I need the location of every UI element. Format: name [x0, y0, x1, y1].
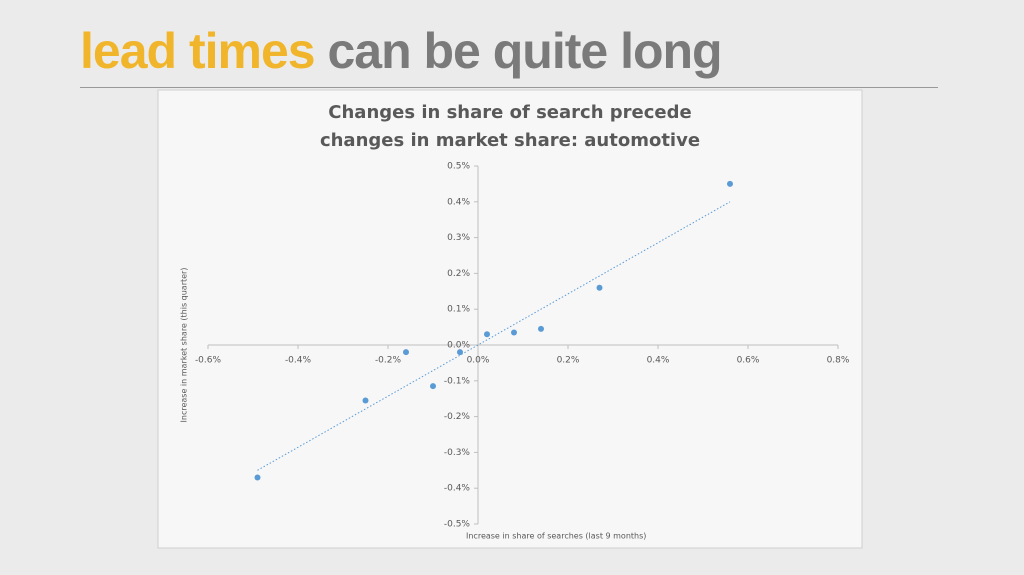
y-tick-label: -0.5%	[444, 520, 471, 530]
x-tick-label: 0.0%	[467, 356, 490, 366]
chart-title: changes in market share: automotive	[320, 130, 700, 151]
y-tick-label: 0.3%	[447, 233, 470, 243]
y-tick-label: 0.5%	[447, 162, 470, 172]
title-highlight: lead times	[80, 23, 316, 79]
y-tick-label: -0.4%	[444, 484, 471, 494]
x-tick-label: 0.2%	[557, 356, 580, 366]
y-tick-label: 0.1%	[447, 305, 470, 315]
point	[403, 349, 409, 356]
trendline	[257, 201, 731, 471]
y-tick-label: -0.2%	[444, 412, 471, 422]
title-rule	[80, 87, 938, 88]
x-tick-label: -0.2%	[375, 356, 402, 366]
chart-title: Changes in share of search precede	[328, 102, 691, 123]
y-tick-label: -0.3%	[444, 448, 471, 458]
y-tick-label: 0.0%	[447, 341, 470, 351]
point	[430, 383, 436, 390]
x-tick-label: -0.6%	[195, 356, 222, 366]
point	[538, 325, 544, 332]
x-tick-label: 0.6%	[737, 356, 760, 366]
point	[457, 349, 463, 356]
title-rest: can be quite long	[327, 23, 722, 79]
point	[484, 331, 490, 338]
y-tick-label: 0.4%	[447, 197, 470, 207]
slide-title: lead times can be quite long	[80, 22, 723, 80]
x-tick-label: 0.8%	[827, 356, 850, 366]
y-tick-label: 0.2%	[447, 269, 470, 279]
point	[511, 329, 517, 336]
point	[362, 397, 369, 404]
point	[254, 474, 261, 481]
x-axis-label: Increase in share of searches (last 9 mo…	[466, 532, 646, 541]
point	[596, 284, 603, 291]
x-tick-label: 0.4%	[647, 356, 670, 366]
y-tick-label: -0.1%	[444, 376, 471, 386]
chart-frame	[157, 89, 863, 549]
y-axis-label: Increase in market share (this quarter)	[180, 268, 189, 423]
point	[727, 180, 733, 187]
x-tick-label: -0.4%	[285, 356, 312, 366]
